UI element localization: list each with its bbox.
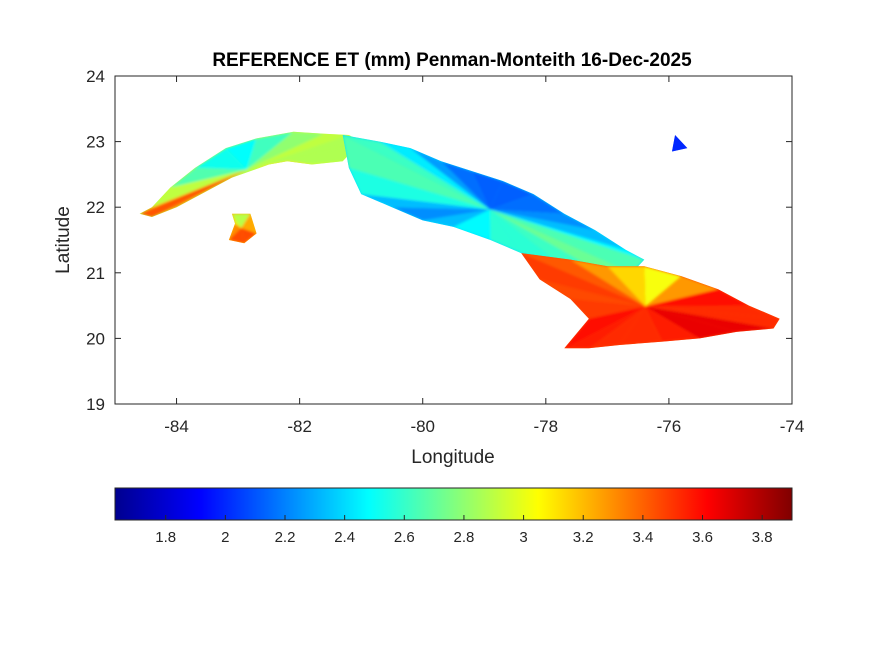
map-region — [342, 135, 645, 273]
chart-title: REFERENCE ET (mm) Penman-Monteith 16-Dec… — [212, 50, 692, 71]
region-cell — [570, 299, 646, 319]
plot-area — [115, 76, 792, 404]
region-cell — [489, 209, 522, 254]
x-axis-label: Longitude — [411, 447, 494, 468]
region-cell — [441, 161, 490, 210]
colorbar-tick-label: 1.8 — [155, 529, 176, 546]
region-cell — [241, 213, 257, 234]
region-cell — [410, 148, 490, 210]
region-cell — [228, 227, 245, 244]
region-cell — [489, 180, 534, 210]
region-cell — [645, 306, 774, 332]
colorbar-tick-label: 2 — [221, 529, 229, 546]
region-cell — [348, 167, 490, 210]
region-cell — [246, 141, 362, 170]
x-tick-label: -80 — [410, 417, 435, 436]
region-cell — [619, 306, 663, 345]
region-cell — [489, 209, 596, 231]
y-tick-label: 23 — [86, 133, 105, 152]
x-tick-label: -82 — [287, 417, 312, 436]
region-cell — [489, 209, 596, 270]
y-tick-label: 19 — [86, 395, 105, 414]
region-cell — [564, 306, 646, 349]
x-tick-label: -74 — [780, 417, 805, 436]
region-cell — [170, 167, 247, 188]
region-cell — [645, 306, 737, 339]
region-cell — [241, 227, 257, 244]
region-cell — [521, 253, 646, 307]
region-cell — [645, 306, 700, 342]
y-tick-label: 24 — [86, 67, 105, 86]
map-region — [671, 135, 688, 152]
region-cell — [422, 209, 490, 227]
x-tick-label: -84 — [164, 417, 189, 436]
region-cell — [489, 209, 559, 263]
colorbar-ticks: 1.8 2 2.2 2.4 2.6 2.8 3 3.2 3.4 3.6 3.8 — [155, 515, 773, 546]
colorbar-tick-label: 3.4 — [632, 529, 653, 546]
y-tick-label: 21 — [86, 264, 105, 283]
map-layer — [139, 131, 780, 349]
region-cell — [139, 169, 247, 218]
region-cell — [645, 276, 719, 307]
region-cell — [228, 223, 242, 240]
region-cell — [231, 213, 251, 228]
region-cell — [570, 259, 646, 307]
region-cell — [671, 135, 679, 152]
region-cell — [151, 169, 247, 208]
region-cell — [176, 169, 247, 208]
region-cell — [489, 209, 645, 273]
region-cell — [489, 194, 565, 214]
region-cell — [231, 213, 242, 228]
region-cell — [231, 164, 269, 178]
region-cell — [246, 133, 349, 170]
colorbar-tick-label: 2.8 — [454, 529, 475, 546]
region-cell — [246, 131, 325, 170]
y-axis-label: Latitude — [53, 206, 74, 274]
colorbar-tick-label: 2.6 — [394, 529, 415, 546]
region-cell — [246, 131, 294, 170]
region-cell — [645, 289, 749, 307]
region-cell — [195, 148, 247, 170]
colorbar-tick-label: 2.2 — [275, 529, 296, 546]
colorbar-tick-label: 3 — [519, 529, 527, 546]
colorbar-tick-label: 3.2 — [573, 529, 594, 546]
region-cell — [489, 209, 645, 260]
region-cell — [342, 135, 490, 210]
region-cell — [471, 171, 503, 210]
colorbar — [114, 487, 793, 521]
region-cell — [645, 306, 780, 329]
y-tick-label: 20 — [86, 329, 105, 348]
map-region — [228, 213, 257, 244]
region-cell — [644, 266, 682, 307]
region-cell — [671, 144, 688, 152]
x-tick-label: -78 — [534, 417, 559, 436]
region-cell — [342, 135, 490, 210]
region-cell — [225, 138, 257, 170]
region-cell — [379, 141, 490, 210]
map-region — [521, 253, 780, 349]
region-cell — [489, 209, 632, 273]
region-cell — [607, 266, 646, 307]
region-cell — [453, 209, 491, 240]
colorbar-tick-label: 3.6 — [692, 529, 713, 546]
y-tick-label: 22 — [86, 198, 105, 217]
region-cell — [246, 135, 362, 170]
x-tick-label: -76 — [657, 417, 682, 436]
region-cell — [539, 279, 646, 307]
colorbar-tick-label: 3.8 — [752, 529, 773, 546]
region-cell — [139, 169, 247, 214]
colorbar-tick-label: 2.4 — [334, 529, 355, 546]
region-cell — [645, 305, 780, 319]
region-cell — [588, 306, 646, 349]
region-cell — [521, 253, 646, 307]
y-axis: 19 20 21 22 23 24 — [86, 67, 792, 414]
x-axis: -84 -82 -80 -78 -76 -74 — [164, 76, 804, 436]
plot-frame — [114, 75, 793, 405]
region-cell — [391, 207, 490, 221]
